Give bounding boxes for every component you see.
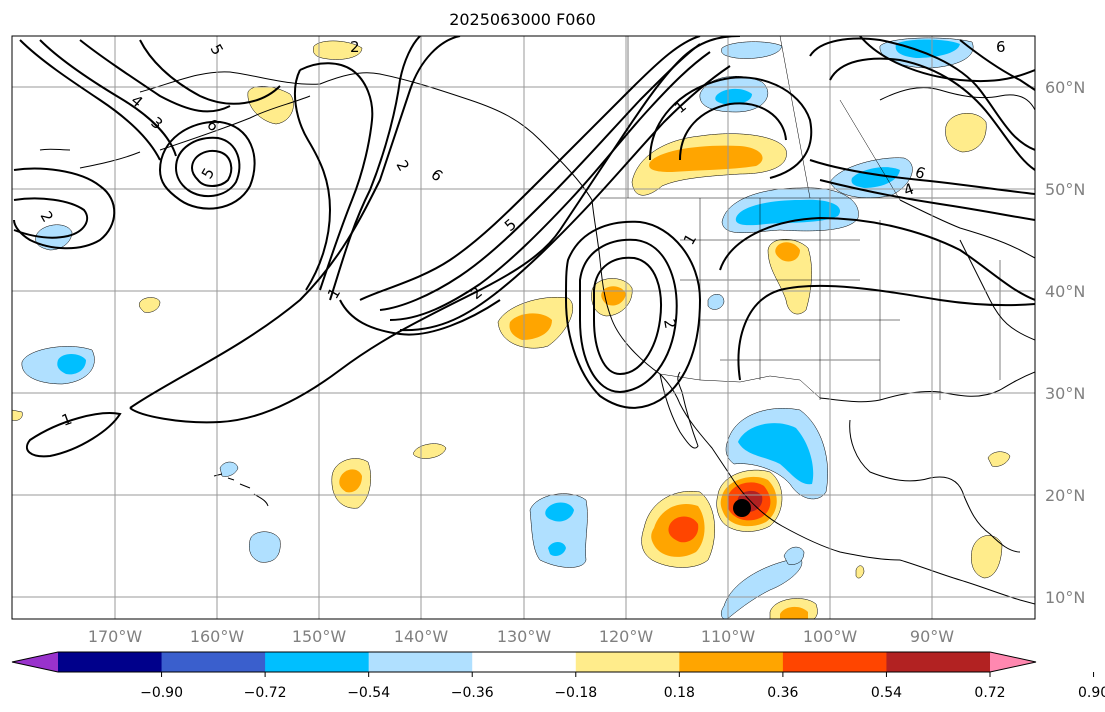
map-title: 2025063000 F060: [449, 10, 596, 29]
colorbar-tick-label: −0.90: [140, 685, 183, 701]
negative-region: [738, 423, 814, 485]
colorbar-segment: [679, 652, 784, 672]
negative-region: [895, 39, 960, 58]
lon-label: 100°W: [803, 627, 858, 646]
colorbar-segment: [886, 652, 991, 672]
lon-label: 90°W: [910, 627, 954, 646]
colorbar-tick-label: −0.54: [347, 685, 390, 701]
colorbar-tick-label: 0.72: [974, 685, 1005, 701]
colorbar-segment: [782, 652, 887, 672]
lon-label: 130°W: [497, 627, 552, 646]
positive-region: [668, 516, 699, 543]
negative-region: [721, 557, 803, 619]
positive-region: [313, 40, 363, 60]
negative-region: [707, 294, 725, 310]
contour-label: 2: [660, 318, 679, 331]
negative-region: [249, 531, 281, 563]
positive-region: [339, 469, 362, 493]
lat-label: 30°N: [1045, 384, 1085, 403]
lat-label: 10°N: [1045, 588, 1085, 607]
positive-region: [780, 607, 808, 619]
colorbar-extend-min: [12, 652, 58, 672]
lat-label: 40°N: [1045, 282, 1085, 301]
positive-region: [855, 565, 865, 579]
lon-label: 140°W: [394, 627, 449, 646]
lat-label: 20°N: [1045, 486, 1085, 505]
lon-label: 120°W: [599, 627, 654, 646]
colorbar-segment: [575, 652, 680, 672]
contour-label: 2: [350, 38, 360, 56]
negative-region: [219, 461, 239, 477]
shaded-regions: [12, 37, 1011, 619]
positive-region: [509, 313, 552, 340]
negative-region: [721, 41, 783, 59]
graticule: [12, 36, 1035, 619]
lon-label: 150°W: [292, 627, 347, 646]
colorbar-segment: [58, 652, 163, 672]
colorbar-tick-label: −0.36: [451, 685, 494, 701]
positive-region: [987, 451, 1011, 467]
colorbar-outline: [11, 651, 1037, 673]
positive-region: [247, 86, 294, 125]
colorbar: −0.90 −0.72 −0.54 −0.36 −0.18 0.18 0.36 0.54 0.7…: [11, 651, 1105, 701]
lon-label: 110°W: [701, 627, 756, 646]
colorbar-segment: [161, 652, 266, 672]
positive-region: [649, 145, 763, 172]
negative-region: [545, 502, 574, 522]
positive-region: [971, 535, 1003, 579]
positive-region: [775, 242, 800, 262]
colorbar-tick-label: 0.54: [871, 685, 902, 701]
colorbar-tick-label: 0.36: [767, 685, 798, 701]
contour-label: 6: [996, 38, 1006, 56]
colorbar-segment: [368, 652, 473, 672]
colorbar-tick-label: −0.18: [554, 685, 597, 701]
positive-region: [945, 113, 987, 153]
colorbar-tick-label: −0.72: [244, 685, 287, 701]
positive-region: [767, 239, 812, 315]
colorbar-tick-label: 0.90: [1078, 685, 1105, 701]
latitude-labels: 60°N 50°N 40°N 30°N 20°N 10°N: [1045, 78, 1085, 607]
lon-label: 160°W: [190, 627, 245, 646]
longitude-labels: 170°W 160°W 150°W 140°W 130°W 120°W 110°…: [88, 627, 954, 646]
contours: [13, 36, 1035, 458]
colorbar-segment: [265, 652, 370, 672]
positive-region: [138, 297, 161, 313]
lat-label: 50°N: [1045, 180, 1085, 199]
negative-region: [548, 542, 566, 556]
negative-region: [783, 546, 805, 565]
storm-center-marker: [733, 499, 751, 517]
colorbar-tick-label: 0.18: [664, 685, 695, 701]
map-frame: [11, 35, 1036, 620]
lon-label: 170°W: [88, 627, 143, 646]
colorbar-segment: [472, 652, 577, 672]
lat-label: 60°N: [1045, 78, 1085, 97]
colorbar-extend-max: [990, 652, 1036, 672]
negative-region: [715, 88, 752, 105]
negative-region: [57, 354, 86, 375]
